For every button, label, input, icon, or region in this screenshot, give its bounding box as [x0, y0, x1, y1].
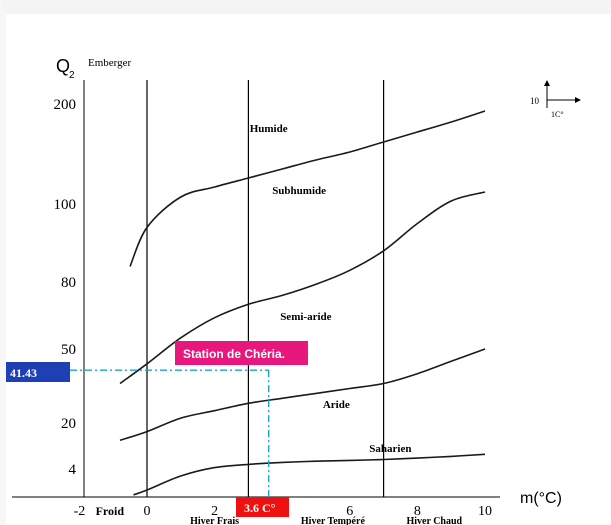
- x-tick-2: 2: [211, 504, 218, 519]
- chart-title: Emberger: [88, 57, 132, 69]
- scale-indicator: 10 1C°: [530, 80, 581, 119]
- scale-note-bottom: 1C°: [551, 110, 564, 119]
- boundary-curve-0: [129, 110, 486, 267]
- bioclimatic-curves: [119, 110, 486, 496]
- m-value-box: [236, 497, 289, 517]
- zone-label-aride: Aride: [323, 399, 350, 411]
- zone-label-subhumide: Subhumide: [272, 185, 326, 197]
- zone-label-semi-aride: Semi-aride: [280, 311, 331, 323]
- y-tick-labels: 200 100 80 50 20 4: [54, 97, 77, 478]
- boundary-curve-2: [119, 348, 486, 442]
- boundary-curve-1: [119, 191, 486, 385]
- q2-value-box: [6, 362, 70, 382]
- winter-zone-labels: Froid Hiver Frais Hiver Tempéré Hiver Chaud: [96, 504, 463, 525]
- station-label: Station de Chéria.: [183, 347, 285, 361]
- y-axis-label-subscript: 2: [69, 70, 75, 81]
- winter-zone-hiver-temp-r-: Hiver Tempéré: [301, 516, 366, 525]
- station-label-box: [175, 341, 308, 365]
- y-tick-4: 4: [69, 462, 77, 478]
- winter-zone-hiver-chaud: Hiver Chaud: [406, 516, 462, 525]
- winter-zone-hiver-frais: Hiver Frais: [190, 516, 239, 525]
- x-tick-8: 8: [414, 504, 421, 519]
- station-guides: [70, 369, 270, 497]
- q2-value-label: 41.43: [10, 366, 37, 380]
- x-tick-0: 0: [144, 504, 151, 519]
- x-axis-label: m(°C): [520, 490, 562, 507]
- boundary-curve-3: [133, 453, 486, 496]
- y-tick-50: 50: [61, 342, 76, 358]
- zone-label-saharien: Saharien: [369, 443, 411, 455]
- winter-zone-froid: Froid: [96, 504, 125, 518]
- scale-arrow-up-head: [544, 80, 550, 86]
- station-markers: Station de Chéria. 41.43 3.6 C°: [6, 341, 308, 517]
- m-value-label: 3.6 C°: [244, 501, 276, 515]
- x-tick-10: 10: [478, 504, 492, 519]
- zone-labels: Humide Subhumide Semi-aride Aride Saharien: [250, 123, 412, 455]
- x-tick--2: -2: [74, 504, 86, 519]
- scale-note-top: 10: [530, 96, 540, 106]
- axes: [12, 80, 500, 498]
- scale-arrow-right-head: [575, 97, 581, 103]
- climate-dividers: [146, 80, 385, 497]
- y-axis-label: Q: [56, 56, 70, 76]
- y-tick-20: 20: [61, 416, 76, 432]
- y-tick-100: 100: [54, 197, 77, 213]
- y-tick-80: 80: [61, 275, 76, 291]
- x-tick-6: 6: [346, 504, 353, 519]
- y-tick-200: 200: [54, 97, 77, 113]
- zone-label-humide: Humide: [250, 123, 288, 135]
